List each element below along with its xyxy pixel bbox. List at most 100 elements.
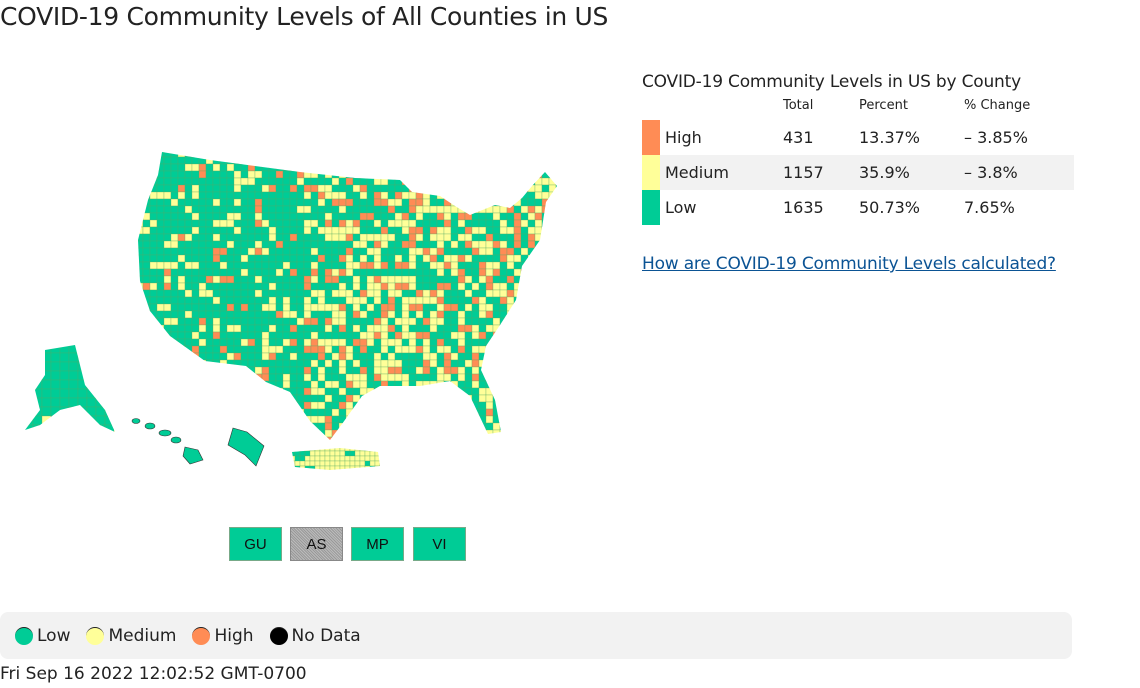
county[interactable] bbox=[261, 380, 270, 389]
county[interactable] bbox=[184, 163, 193, 172]
county[interactable] bbox=[401, 150, 410, 158]
county[interactable] bbox=[422, 352, 431, 361]
county[interactable] bbox=[555, 198, 563, 207]
county[interactable] bbox=[254, 282, 263, 291]
county[interactable] bbox=[394, 198, 403, 207]
county[interactable] bbox=[268, 240, 277, 249]
county[interactable] bbox=[184, 331, 193, 340]
county[interactable] bbox=[345, 233, 354, 242]
county[interactable] bbox=[450, 317, 459, 326]
county[interactable] bbox=[506, 212, 515, 221]
county[interactable] bbox=[373, 268, 382, 277]
county[interactable] bbox=[282, 310, 291, 319]
county[interactable] bbox=[317, 296, 326, 305]
county[interactable] bbox=[212, 422, 221, 431]
county[interactable] bbox=[275, 170, 284, 179]
county[interactable] bbox=[170, 401, 179, 410]
county[interactable] bbox=[352, 373, 361, 382]
county[interactable] bbox=[534, 247, 543, 256]
county[interactable] bbox=[499, 170, 508, 179]
county[interactable] bbox=[338, 226, 347, 235]
county[interactable] bbox=[527, 408, 536, 417]
county[interactable] bbox=[415, 184, 424, 193]
county[interactable] bbox=[527, 177, 536, 186]
county[interactable] bbox=[555, 394, 563, 403]
county[interactable] bbox=[387, 373, 396, 382]
county[interactable] bbox=[296, 254, 305, 263]
county[interactable] bbox=[450, 156, 459, 165]
county[interactable] bbox=[205, 310, 214, 319]
county[interactable] bbox=[226, 415, 235, 424]
county[interactable] bbox=[352, 184, 361, 193]
county[interactable] bbox=[219, 205, 228, 214]
county[interactable] bbox=[282, 331, 291, 340]
county[interactable] bbox=[359, 455, 366, 462]
county[interactable] bbox=[233, 408, 242, 417]
county[interactable] bbox=[359, 156, 368, 165]
county[interactable] bbox=[541, 373, 550, 382]
county[interactable] bbox=[534, 296, 543, 305]
county[interactable] bbox=[485, 198, 494, 207]
county[interactable] bbox=[334, 465, 341, 471]
county[interactable] bbox=[366, 296, 375, 305]
county[interactable] bbox=[163, 317, 172, 326]
county[interactable] bbox=[226, 275, 235, 284]
county[interactable] bbox=[387, 254, 396, 263]
county[interactable] bbox=[233, 219, 242, 228]
county[interactable] bbox=[303, 289, 312, 298]
county[interactable] bbox=[345, 226, 354, 235]
county[interactable] bbox=[59, 370, 70, 381]
county[interactable] bbox=[136, 296, 144, 305]
county[interactable] bbox=[548, 352, 557, 361]
county[interactable] bbox=[77, 352, 88, 363]
county[interactable] bbox=[136, 240, 144, 249]
county[interactable] bbox=[422, 408, 431, 417]
county[interactable] bbox=[303, 163, 312, 172]
county[interactable] bbox=[366, 282, 375, 291]
county[interactable] bbox=[499, 415, 508, 424]
county[interactable] bbox=[352, 254, 361, 263]
county[interactable] bbox=[345, 408, 354, 417]
county[interactable] bbox=[247, 387, 256, 396]
county[interactable] bbox=[436, 261, 445, 270]
county[interactable] bbox=[149, 247, 158, 256]
county[interactable] bbox=[261, 289, 270, 298]
county[interactable] bbox=[254, 177, 263, 186]
county[interactable] bbox=[506, 184, 515, 193]
county[interactable] bbox=[422, 198, 431, 207]
county[interactable] bbox=[366, 240, 375, 249]
county[interactable] bbox=[59, 352, 70, 363]
county[interactable] bbox=[548, 380, 557, 389]
county[interactable] bbox=[156, 233, 165, 242]
county[interactable] bbox=[408, 296, 417, 305]
county[interactable] bbox=[282, 429, 291, 438]
county[interactable] bbox=[506, 345, 515, 354]
county[interactable] bbox=[457, 268, 466, 277]
county[interactable] bbox=[282, 240, 291, 249]
county[interactable] bbox=[142, 198, 151, 207]
county[interactable] bbox=[331, 436, 340, 444]
county[interactable] bbox=[247, 275, 256, 284]
county[interactable] bbox=[191, 380, 200, 389]
county[interactable] bbox=[268, 422, 277, 431]
county[interactable] bbox=[289, 226, 298, 235]
county[interactable] bbox=[136, 429, 144, 438]
county[interactable] bbox=[338, 233, 347, 242]
county[interactable] bbox=[534, 408, 543, 417]
county[interactable] bbox=[334, 450, 341, 457]
county[interactable] bbox=[142, 163, 151, 172]
county[interactable] bbox=[170, 408, 179, 417]
county[interactable] bbox=[359, 366, 368, 375]
county[interactable] bbox=[373, 324, 382, 333]
county[interactable] bbox=[198, 163, 207, 172]
county[interactable] bbox=[387, 422, 396, 431]
county[interactable] bbox=[310, 415, 319, 424]
county[interactable] bbox=[299, 446, 306, 452]
county[interactable] bbox=[415, 380, 424, 389]
county[interactable] bbox=[555, 177, 563, 186]
county[interactable] bbox=[548, 401, 557, 410]
county[interactable] bbox=[380, 198, 389, 207]
county[interactable] bbox=[303, 394, 312, 403]
county[interactable] bbox=[317, 191, 326, 200]
county[interactable] bbox=[331, 324, 340, 333]
